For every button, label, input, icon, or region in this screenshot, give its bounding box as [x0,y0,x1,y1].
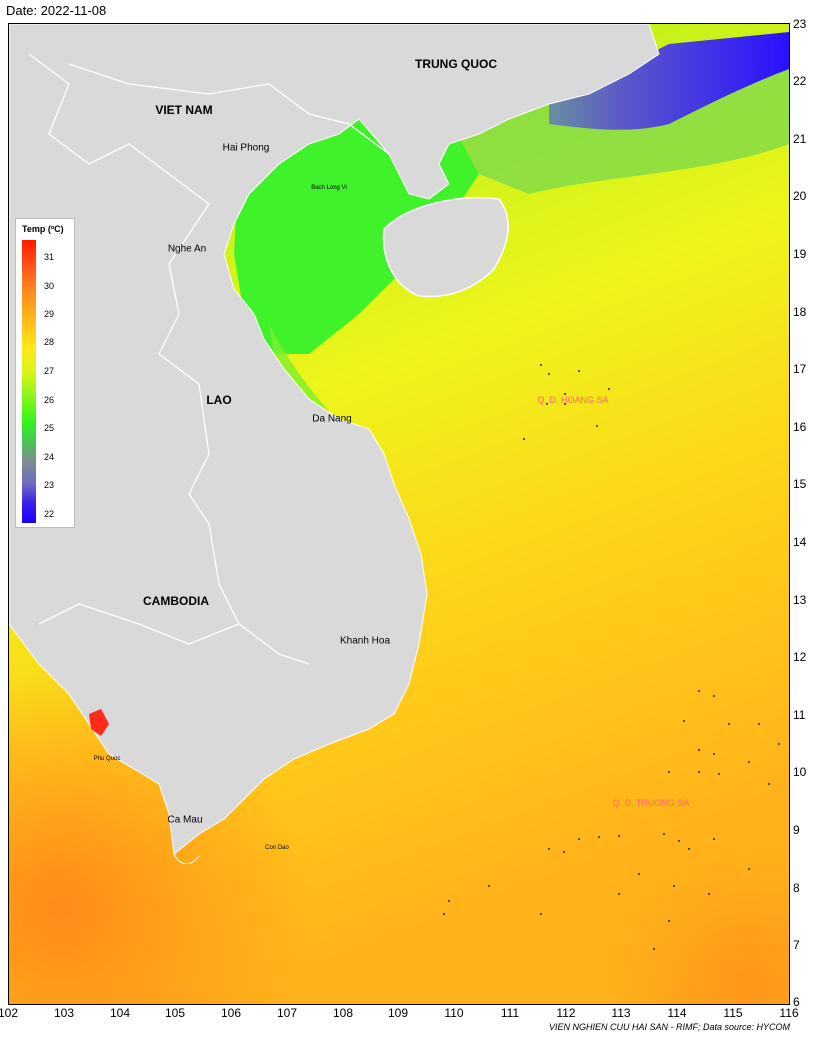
temperature-legend: Temp (ºC) 31 30 29 28 27 26 25 24 23 22 [15,218,75,528]
country-label-cambodia: CAMBODIA [143,594,209,608]
country-label-vietnam: VIET NAM [155,103,213,117]
place-label-da-nang: Da Nang [312,413,352,425]
legend-title: Temp (ºC) [22,224,64,234]
x-tick: 103 [53,1006,75,1020]
country-label-china: TRUNG QUOC [415,57,497,71]
legend-tick: 30 [44,281,55,291]
x-tick: 110 [444,1006,464,1020]
place-label-hai-phong: Hai Phong [222,142,270,154]
legend-tick: 28 [44,337,55,347]
phu-quoc-hotspot [89,709,109,736]
y-tick: 12 [793,650,807,664]
map-canvas [9,24,789,1004]
ca-mau-coast [173,853,200,865]
legend-tick: 24 [44,452,55,462]
data-source-credit: VIEN NGHIEN CUU HAI SAN - RIMF; Data sou… [548,1022,790,1032]
legend-tick: 31 [44,252,55,262]
sst-map: VIET NAM TRUNG QUOC LAO CAMBODIA Hai Pho… [8,23,790,1005]
legend-tick: 22 [44,509,55,519]
island-label-hoang-sa: Q. D. HOANG SA [537,395,609,405]
legend-tick: 29 [44,309,55,319]
place-label-ca-mau: Ca Mau [167,814,203,826]
y-tick: 14 [793,535,807,549]
x-tick: 107 [276,1006,298,1020]
legend-color-bar [22,240,36,523]
y-tick: 17 [793,362,807,376]
y-tick: 6 [793,995,800,1009]
place-label-phu-quoc: Phu Quoc [93,756,121,762]
x-tick: 111 [500,1006,520,1020]
y-tick: 9 [793,823,800,837]
y-tick: 7 [793,938,800,952]
y-tick: 11 [793,708,806,722]
y-tick: 22 [793,74,807,88]
y-tick: 18 [793,305,807,319]
cold-water-northeast [549,32,789,130]
legend-tick: 23 [44,480,55,490]
x-tick: 105 [164,1006,186,1020]
legend-tick: 25 [44,423,55,433]
y-tick: 10 [793,765,807,779]
x-tick: 106 [220,1006,242,1020]
y-tick: 21 [793,132,807,146]
date-label: Date: 2022-11-08 [6,3,107,18]
y-tick: 19 [793,247,807,261]
x-tick: 115 [723,1006,743,1020]
x-tick: 112 [556,1006,576,1020]
country-borders [28,53,390,665]
y-tick: 8 [793,881,800,895]
hainan-island [382,197,509,298]
x-tick: 102 [0,1006,19,1020]
country-label-laos: LAO [206,393,232,407]
x-tick: 113 [611,1006,631,1020]
x-tick: 114 [667,1006,687,1020]
x-tick: 104 [109,1006,131,1020]
x-tick: 108 [332,1006,354,1020]
place-label-nghe-an: Nghe An [167,243,207,255]
x-tick: 116 [779,1006,799,1020]
mainland-land [9,24,660,855]
y-tick: 13 [793,593,807,607]
legend-tick: 26 [44,395,55,405]
island-markers [443,364,780,950]
y-tick: 16 [793,420,807,434]
y-tick: 23 [793,17,807,31]
y-tick: 15 [793,477,807,491]
y-tick: 20 [793,189,807,203]
warm-southeast-region [389,624,789,1004]
place-label-bach-long-vi: Bach Long Vi [311,185,347,191]
x-tick: 109 [387,1006,409,1020]
place-label-con-dao: Con Dao [265,845,289,851]
island-label-truong-sa: Q. D. TRUONG SA [612,798,690,808]
legend-tick: 27 [44,366,55,376]
place-label-khanh-hoa: Khanh Hoa [339,635,391,647]
